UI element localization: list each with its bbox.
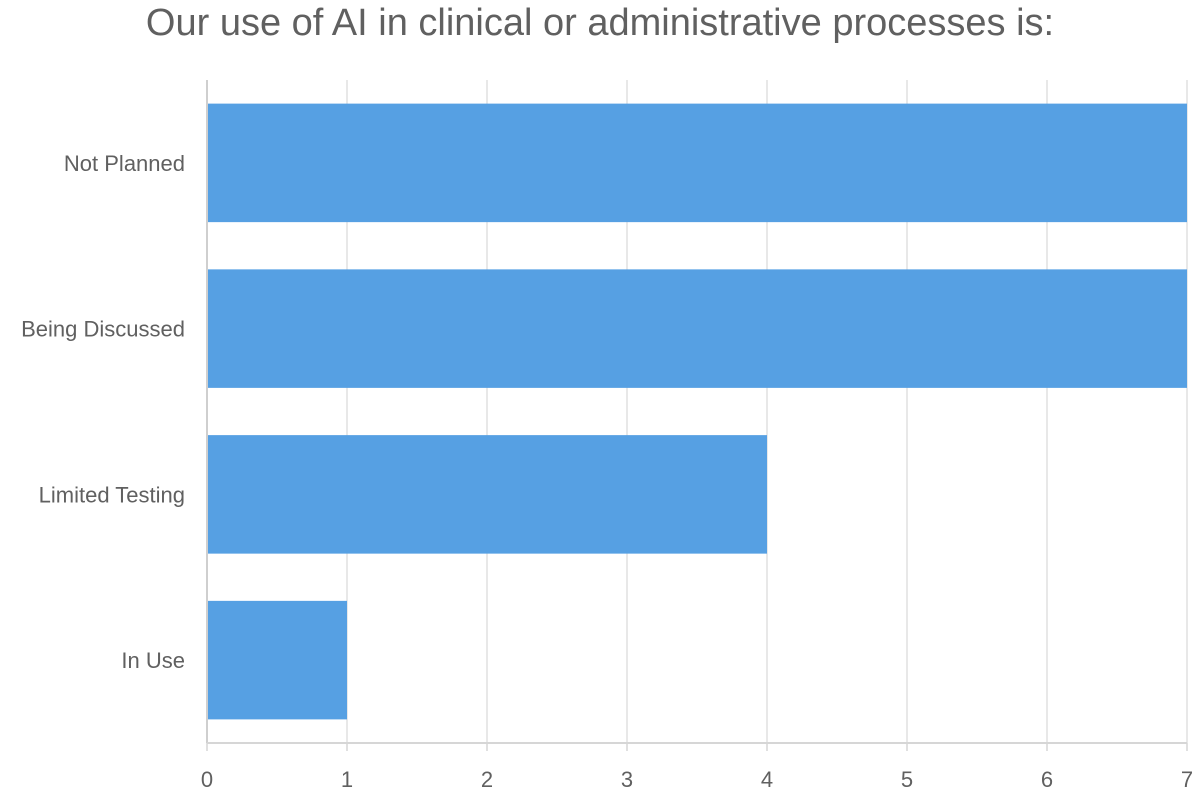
x-tick-label: 2 — [481, 767, 493, 792]
bars — [207, 103, 1187, 720]
bar[interactable] — [207, 600, 347, 720]
bar[interactable] — [207, 435, 767, 554]
x-tick-label: 0 — [201, 767, 213, 792]
x-tick-label: 7 — [1181, 767, 1193, 792]
y-category-label: Not Planned — [64, 151, 185, 176]
y-category-label: Limited Testing — [39, 482, 185, 507]
bar[interactable] — [207, 103, 1187, 223]
chart-title: Our use of AI in clinical or administrat… — [145, 2, 1055, 44]
bar[interactable] — [207, 269, 1187, 388]
tick-labels: 0 1 2 3 4 5 6 7 Not Planned Being Discussed Limite… — [21, 151, 1193, 792]
x-tick-label: 5 — [901, 767, 913, 792]
x-tick-label: 4 — [761, 767, 773, 792]
x-tick-label: 1 — [341, 767, 353, 792]
axes — [206, 80, 1188, 751]
x-tick-label: 3 — [621, 767, 633, 792]
y-category-label: Being Discussed — [21, 317, 185, 342]
y-category-label: In Use — [121, 648, 185, 673]
x-tick-label: 6 — [1041, 767, 1053, 792]
